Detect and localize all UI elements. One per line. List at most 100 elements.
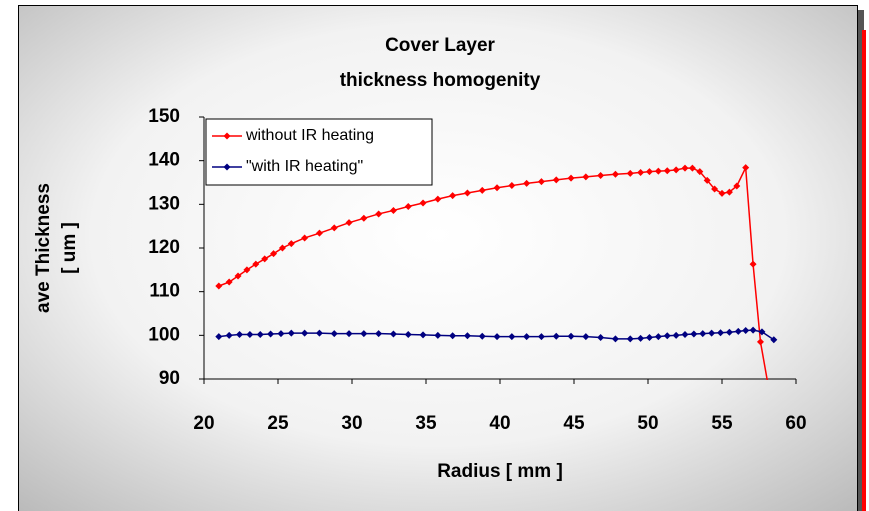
data-point [375,330,383,338]
data-point [225,331,233,339]
data-point [215,282,223,290]
data-point [252,260,260,268]
data-point [681,330,689,338]
data-point [645,334,653,342]
y-tick-label: 110 [149,281,180,302]
frame-shadow [856,10,864,511]
data-point [493,184,501,192]
data-point [749,326,757,334]
frame-accent [862,30,866,511]
data-point [734,327,742,335]
data-point [626,169,634,177]
data-point [508,333,516,341]
data-point [733,182,741,190]
data-point [699,330,707,338]
data-point [611,170,619,178]
data-point [330,224,338,232]
data-point [301,329,309,337]
data-point [711,185,719,193]
legend-marker [223,163,231,171]
data-point [681,164,689,172]
data-point [493,333,501,341]
y-axis-label: ave Thickness [33,183,54,313]
data-point [654,167,662,175]
data-point [330,330,338,338]
x-tick-label: 35 [415,413,437,434]
data-point [261,255,269,263]
data-point [419,331,427,339]
data-point [215,333,223,341]
data-point [389,330,397,338]
data-point [645,168,653,176]
data-point [434,331,442,339]
data-point [582,173,590,181]
data-point [236,330,244,338]
data-point [654,333,662,341]
data-point [225,278,233,286]
data-point [287,240,295,248]
legend [205,118,433,186]
data-point [717,329,725,337]
data-point [725,188,733,196]
data-point [567,332,575,340]
data-point [287,329,295,337]
data-point [708,329,716,337]
legend-label: without IR heating [245,127,374,144]
x-tick-label: 45 [563,413,585,434]
data-point [463,332,471,340]
data-point [246,330,254,338]
chart-frame [18,5,858,511]
data-point [277,330,285,338]
data-point [523,333,531,341]
data-point [749,260,757,268]
data-point [315,329,323,337]
data-point [758,328,766,336]
data-point [463,189,471,197]
data-point [611,335,619,343]
data-point [508,182,516,190]
x-tick-label: 40 [489,413,510,434]
data-point [597,172,605,180]
data-point [345,219,353,227]
data-point [672,331,680,339]
data-point [267,330,275,338]
data-point [552,176,560,184]
data-point [375,210,383,218]
data-point [582,333,590,341]
data-point [478,186,486,194]
y-tick-label: 120 [148,237,180,258]
data-point [688,164,696,172]
data-point [301,234,309,242]
x-tick-label: 50 [637,413,658,434]
data-point [663,167,671,175]
data-point [567,174,575,182]
y-tick-label: 90 [159,368,180,389]
y-tick-label: 100 [148,324,180,345]
data-point [256,330,264,338]
x-axis-label: Radius [ mm ] [437,461,563,482]
data-point [718,189,726,197]
data-point [478,332,486,340]
data-point [742,327,750,335]
data-point [449,332,457,340]
data-point [360,214,368,222]
data-point [537,178,545,186]
data-point [315,229,323,237]
data-point [552,332,560,340]
y-tick-label: 150 [148,106,180,127]
legend-label: "with IR heating" [246,158,363,175]
data-point [742,164,750,172]
data-point [663,332,671,340]
data-point [770,336,778,344]
legend-marker [223,132,231,140]
data-point [360,330,368,338]
data-point [756,338,764,346]
x-tick-label: 20 [193,413,214,434]
data-point [404,330,412,338]
data-point [345,330,353,338]
data-point [243,266,251,274]
data-point [234,272,242,280]
x-tick-label: 55 [711,413,733,434]
data-point [725,328,733,336]
